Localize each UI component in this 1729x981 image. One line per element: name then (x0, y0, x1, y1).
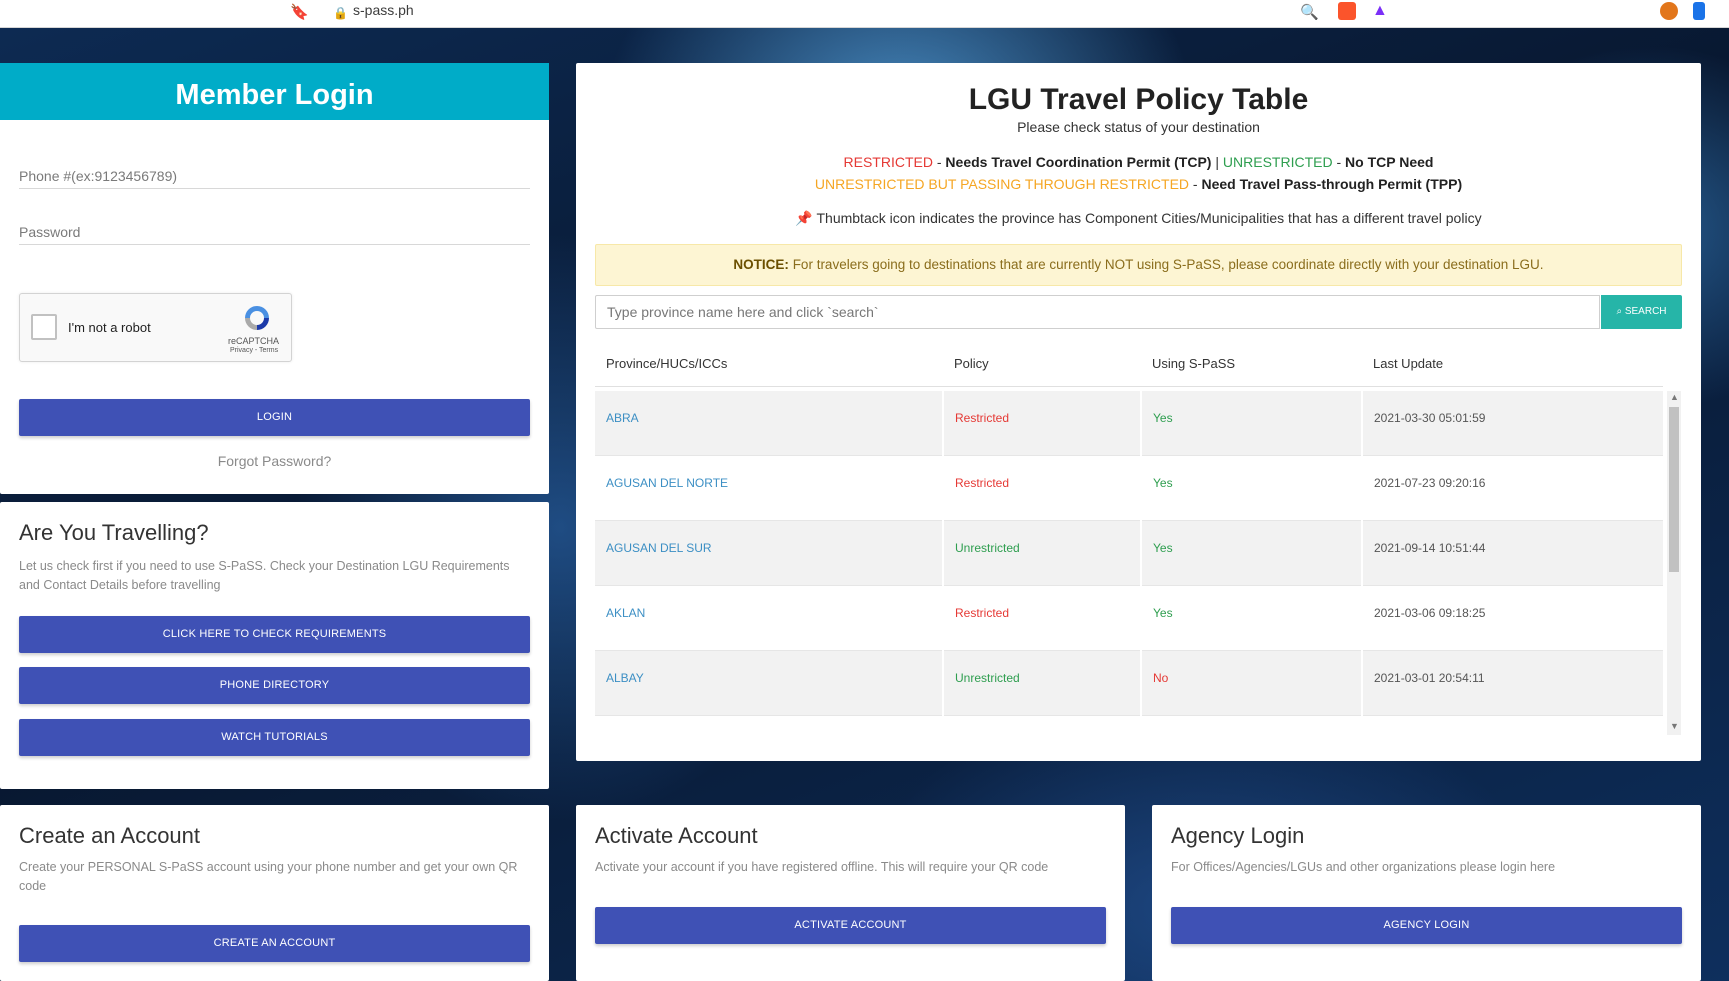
province-link[interactable]: AKLAN (606, 606, 646, 620)
using-spass-cell: Yes (1140, 391, 1361, 456)
policy-table-card: LGU Travel Policy Table Please check sta… (576, 63, 1701, 761)
member-login-title: Member Login (0, 63, 549, 120)
policy-table-body: ABRA Restricted Yes 2021-03-30 05:01:59 … (595, 391, 1663, 719)
notice-label: NOTICE: (733, 257, 789, 272)
search-button[interactable]: ⌕ SEARCH (1601, 295, 1682, 329)
recaptcha-brand: reCAPTCHA (228, 336, 280, 346)
travelling-title: Are You Travelling? (19, 520, 209, 545)
agency-login-title: Agency Login (1171, 823, 1305, 848)
notice-text: For travelers going to destinations that… (792, 257, 1544, 272)
activate-account-text: Activate your account if you have regist… (595, 860, 1049, 874)
using-spass-cell: Yes (1140, 456, 1361, 521)
scroll-up-arrow-icon[interactable]: ▲ (1670, 392, 1679, 402)
check-requirements-button[interactable]: CLICK HERE TO CHECK REQUIREMENTS (19, 616, 530, 653)
recaptcha-terms-link[interactable]: Privacy - Terms (230, 347, 279, 354)
legend-unrestricted-desc: No TCP Need (1345, 154, 1434, 170)
policy-cell: Unrestricted (942, 521, 1140, 586)
search-icon: ⌕ (1616, 306, 1623, 317)
lock-icon[interactable]: 🔒 (333, 6, 348, 20)
province-link[interactable]: AGUSAN DEL SUR (606, 541, 712, 555)
last-update-cell: 2021-09-14 10:51:44 (1361, 521, 1663, 586)
column-header-using-spass[interactable]: Using S-PaSS (1152, 356, 1236, 371)
using-spass-cell: No (1140, 651, 1361, 716)
last-update-cell: 2021-03-01 20:54:11 (1361, 651, 1663, 716)
activate-account-card: Activate Account Activate your account i… (576, 805, 1125, 981)
table-row[interactable]: AKLAN Restricted Yes 2021-03-06 09:18:25 (595, 586, 1663, 651)
activate-account-title: Activate Account (595, 823, 758, 848)
metamask-icon[interactable] (1660, 2, 1678, 20)
policy-legend-line-2: UNRESTRICTED BUT PASSING THROUGH RESTRIC… (814, 176, 1463, 192)
member-login-card: Member Login I'm not a robot reCAPTCHA P… (0, 63, 549, 494)
create-account-title: Create an Account (19, 823, 201, 848)
recaptcha-label: I'm not a robot (68, 320, 151, 335)
create-account-text: Create your PERSONAL S-PaSS account usin… (19, 860, 518, 893)
agency-login-text: For Offices/Agencies/LGUs and other orga… (1171, 860, 1556, 874)
recaptcha-widget: I'm not a robot reCAPTCHA Privacy - Term… (19, 293, 292, 362)
using-spass-cell: Yes (1140, 521, 1361, 586)
province-link[interactable]: AGUSAN DEL NORTE (606, 476, 729, 490)
table-row[interactable]: ABRA Restricted Yes 2021-03-30 05:01:59 (595, 391, 1663, 456)
legend-restricted: RESTRICTED (843, 154, 933, 170)
table-header-divider (595, 386, 1663, 387)
forgot-password-link[interactable]: Forgot Password? (217, 453, 332, 469)
legend-passing-desc: Need Travel Pass-through Permit (TPP) (1201, 176, 1463, 192)
last-update-cell: 2021-03-30 05:01:59 (1361, 391, 1663, 456)
table-row[interactable]: AGUSAN DEL NORTE Restricted Yes 2021-07-… (595, 456, 1663, 521)
last-update-cell: 2021-07-23 09:20:16 (1361, 456, 1663, 521)
thumbtack-note: 📌 Thumbtack icon indicates the province … (795, 210, 1482, 226)
last-update-cell: 2021-03-06 09:18:25 (1361, 586, 1663, 651)
agency-login-button[interactable]: AGENCY LOGIN (1171, 907, 1682, 944)
province-search-input[interactable] (595, 295, 1600, 329)
travelling-text: Let us check first if you need to use S-… (19, 559, 510, 592)
legend-passing: UNRESTRICTED BUT PASSING THROUGH RESTRIC… (814, 176, 1190, 192)
login-button[interactable]: LOGIN (19, 399, 530, 436)
scroll-down-arrow-icon[interactable]: ▼ (1670, 721, 1679, 731)
legend-unrestricted: UNRESTRICTED (1222, 154, 1333, 170)
policy-title: LGU Travel Policy Table (968, 83, 1309, 116)
column-header-province[interactable]: Province/HUCs/ICCs (606, 356, 728, 371)
policy-cell: Restricted (942, 391, 1140, 456)
column-header-policy[interactable]: Policy (954, 356, 989, 371)
create-account-button[interactable]: CREATE AN ACCOUNT (19, 925, 530, 962)
activate-account-button[interactable]: ACTIVATE ACCOUNT (595, 907, 1106, 944)
scrollbar-thumb[interactable] (1669, 407, 1679, 572)
password-input[interactable] (19, 211, 530, 245)
table-row[interactable]: AGUSAN DEL SUR Unrestricted Yes 2021-09-… (595, 521, 1663, 586)
table-row[interactable]: ALBAY Unrestricted No 2021-03-01 20:54:1… (595, 651, 1663, 716)
policy-cell: Restricted (942, 586, 1140, 651)
watch-tutorials-button[interactable]: WATCH TUTORIALS (19, 719, 530, 756)
policy-cell: Restricted (942, 456, 1140, 521)
phone-input[interactable] (19, 155, 530, 189)
agency-login-card: Agency Login For Offices/Agencies/LGUs a… (1152, 805, 1701, 981)
brave-rewards-icon[interactable]: ▲ (1372, 2, 1388, 19)
recaptcha-logo-icon (245, 306, 269, 330)
address-bar[interactable]: s-pass.ph (353, 2, 414, 18)
create-account-card: Create an Account Create your PERSONAL S… (0, 805, 549, 981)
notice-banner: NOTICE: For travelers going to destinati… (595, 244, 1682, 286)
province-link[interactable]: ALBAY (606, 671, 644, 685)
bookmark-icon[interactable]: 🔖 (290, 3, 309, 21)
table-scrollbar[interactable]: ▲ ▼ (1667, 391, 1681, 735)
browser-toolbar: 🔖 🔒 s-pass.ph 🔍 ▲ (0, 0, 1729, 28)
policy-legend-line-1: RESTRICTED - Needs Travel Coordination P… (843, 154, 1434, 170)
province-link[interactable]: ABRA (606, 411, 639, 425)
bitwarden-icon[interactable] (1693, 2, 1705, 20)
legend-restricted-desc: Needs Travel Coordination Permit (TCP) (945, 154, 1212, 170)
policy-subtitle: Please check status of your destination (1017, 119, 1260, 135)
zoom-icon[interactable]: 🔍 (1300, 3, 1319, 21)
travelling-card: Are You Travelling? Let us check first i… (0, 502, 549, 789)
column-header-last-update[interactable]: Last Update (1373, 356, 1444, 371)
policy-cell: Unrestricted (942, 651, 1140, 716)
recaptcha-checkbox[interactable] (31, 314, 57, 340)
using-spass-cell: Yes (1140, 586, 1361, 651)
phone-directory-button[interactable]: PHONE DIRECTORY (19, 667, 530, 704)
brave-shields-icon[interactable] (1338, 2, 1356, 20)
thumbtack-icon: 📌 (795, 210, 813, 226)
